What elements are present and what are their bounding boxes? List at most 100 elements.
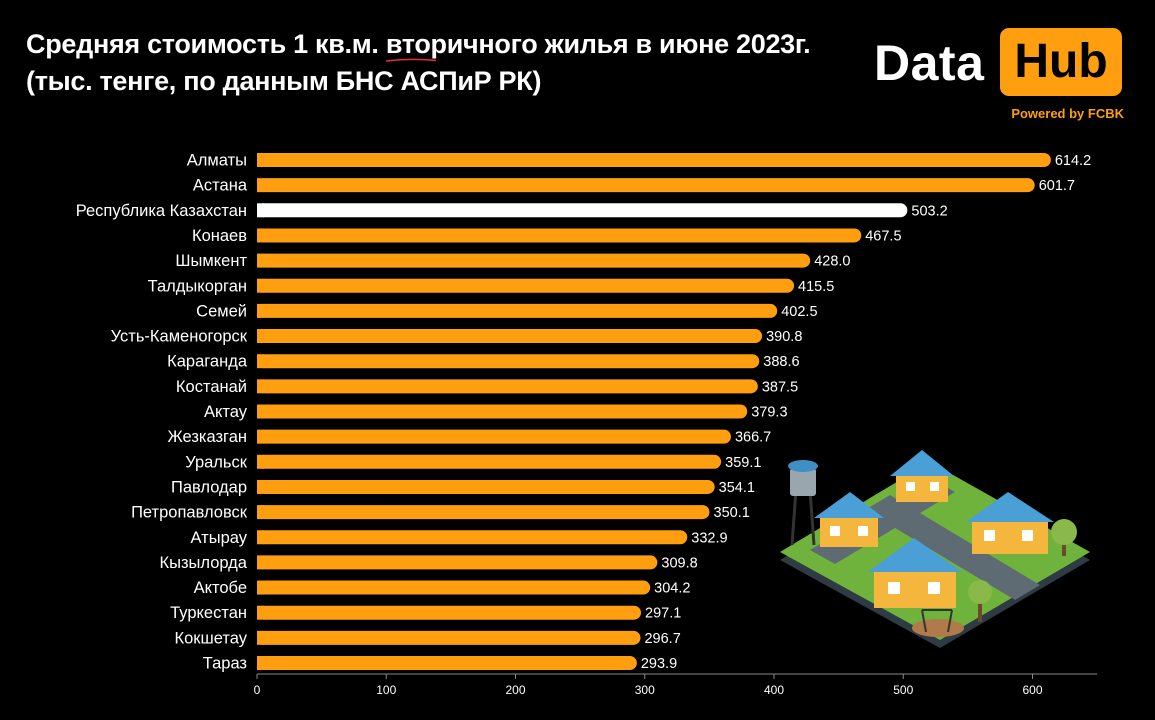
category-label: Уральск — [185, 453, 248, 471]
water-tower-icon — [788, 460, 818, 546]
category-label: Шымкент — [175, 252, 247, 270]
title-line-1: Средняя стоимость 1 кв.м. вторичного жил… — [26, 29, 811, 62]
bar — [257, 303, 778, 318]
bar-chart: Алматы 614.2 Астана 601.7 Республика Казахст… — [76, 152, 1098, 697]
bar-square-end — [257, 153, 264, 167]
value-label: 293.9 — [641, 656, 677, 672]
x-tick-label: 200 — [505, 683, 525, 697]
road-shape — [865, 495, 1040, 600]
bar-square-end — [257, 605, 264, 620]
value-label: 332.9 — [691, 530, 727, 546]
bar-square-end — [257, 630, 264, 645]
value-label: 388.6 — [763, 354, 799, 370]
category-label: Караганда — [167, 353, 248, 371]
category-label: Актау — [204, 403, 248, 421]
bar — [257, 505, 710, 520]
value-label: 503.2 — [911, 203, 947, 219]
bar — [257, 253, 811, 268]
bar — [257, 555, 658, 570]
bar-square-end — [257, 178, 264, 193]
category-label: Актобе — [194, 579, 247, 597]
bar — [257, 630, 641, 645]
value-label: 428.0 — [814, 254, 850, 270]
x-tick-label: 300 — [635, 683, 655, 697]
house-icon — [966, 492, 1054, 554]
bar — [257, 429, 731, 444]
town-illustration — [780, 450, 1090, 648]
value-label: 387.5 — [762, 379, 798, 395]
category-label: Тараз — [203, 655, 247, 673]
value-label: 354.1 — [719, 480, 755, 496]
value-label: 390.8 — [766, 329, 802, 345]
bar-square-end — [257, 505, 264, 520]
category-label: Семей — [196, 302, 247, 320]
value-label: 296.7 — [644, 631, 680, 647]
tree-icon — [1051, 519, 1077, 556]
bar-square-end — [257, 253, 264, 268]
house-icon — [868, 538, 962, 608]
bar-square-end — [257, 580, 264, 595]
logo-data-text: Data — [874, 35, 985, 91]
bar-square-end — [257, 479, 264, 494]
bar — [257, 228, 862, 243]
bar — [257, 379, 758, 394]
tree-icon — [968, 580, 992, 622]
value-label: 350.1 — [714, 505, 750, 521]
title-highlight-word: вторичного — [385, 29, 538, 62]
bar-square-end — [257, 530, 264, 545]
value-label: 359.1 — [725, 455, 761, 471]
category-label: Усть-Каменогорск — [111, 328, 248, 346]
swing-icon — [912, 609, 964, 637]
bar — [257, 479, 715, 494]
bar — [257, 354, 760, 369]
house-icon — [814, 492, 884, 547]
category-label: Павлодар — [171, 478, 247, 496]
category-label: Астана — [193, 177, 248, 195]
x-tick-label: 600 — [1022, 683, 1042, 697]
bar — [257, 203, 908, 218]
category-label: Туркестан — [170, 604, 247, 622]
bar — [257, 605, 642, 620]
category-label: Республика Казахстан — [76, 202, 247, 220]
bar-square-end — [257, 303, 264, 318]
value-label: 304.2 — [654, 581, 690, 597]
bar — [257, 178, 1035, 193]
bar-square-end — [257, 555, 264, 570]
house-icon — [890, 450, 954, 502]
value-label: 601.7 — [1039, 178, 1075, 194]
bar-square-end — [257, 404, 264, 419]
bar-square-end — [257, 228, 264, 243]
bar — [257, 454, 722, 469]
logo-hub-badge: Hub — [1000, 28, 1122, 96]
bar — [257, 530, 688, 545]
value-label: 467.5 — [865, 228, 901, 244]
value-label: 309.8 — [661, 555, 697, 571]
category-label: Конаев — [192, 227, 247, 245]
bar-square-end — [257, 203, 264, 218]
bar — [257, 153, 1051, 167]
x-tick-label: 400 — [764, 683, 784, 697]
category-label: Алматы — [187, 152, 247, 170]
x-tick-label: 500 — [893, 683, 913, 697]
x-tick-label: 0 — [254, 683, 261, 697]
title-line-2: (тыс. тенге, по данным БНС АСПиР РК) — [26, 66, 542, 96]
category-label: Жезказган — [168, 428, 248, 446]
logo-powered-by: Powered by FCBK — [1011, 106, 1124, 121]
category-label: Кызылорда — [160, 554, 248, 572]
category-label: Атырау — [191, 529, 248, 547]
datahub-logo: Data Hub Powered by FCBK — [872, 28, 1124, 124]
bar-square-end — [257, 354, 264, 369]
category-label: Костанай — [176, 378, 247, 396]
chart-title: Средняя стоимость 1 кв.м. вторичного жил… — [26, 26, 811, 100]
value-label: 415.5 — [798, 279, 834, 295]
value-label: 402.5 — [781, 304, 817, 320]
value-label: 366.7 — [735, 430, 771, 446]
category-label: Кокшетау — [175, 629, 248, 647]
category-label: Петропавловск — [131, 504, 248, 522]
bar — [257, 656, 637, 670]
bar-square-end — [257, 429, 264, 444]
bar-square-end — [257, 379, 264, 394]
category-label: Талдыкорган — [148, 277, 247, 295]
bar-square-end — [257, 454, 264, 469]
value-label: 297.1 — [645, 606, 681, 622]
